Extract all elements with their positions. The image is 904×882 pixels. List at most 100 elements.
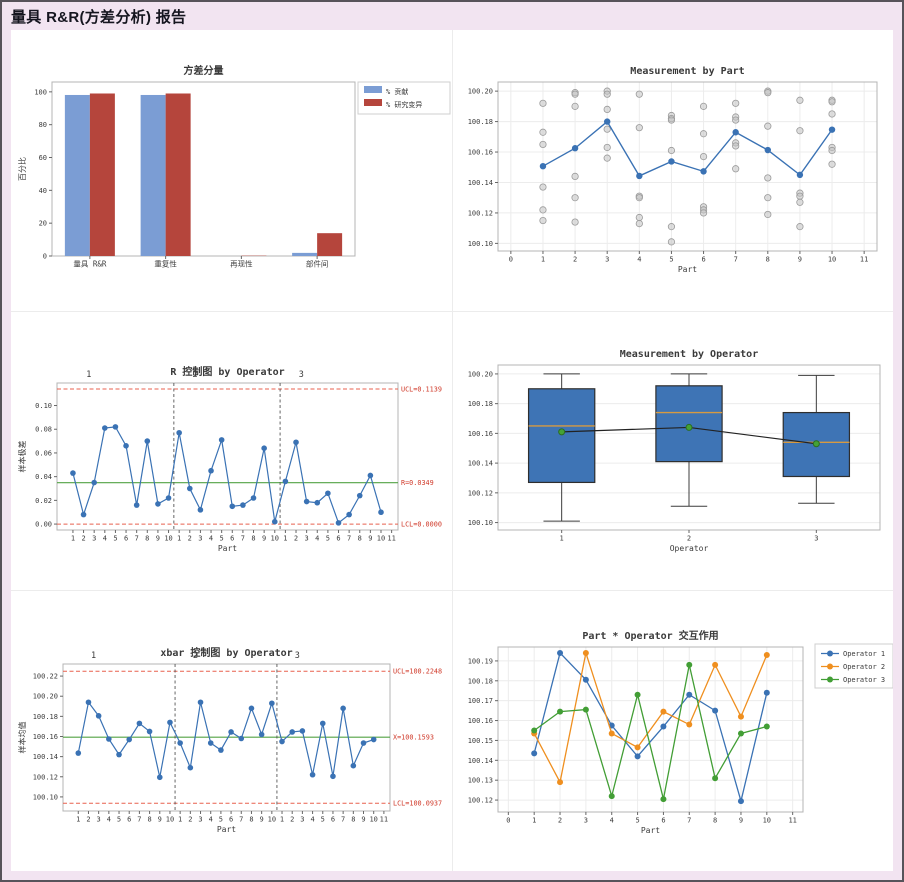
box bbox=[655, 385, 723, 463]
x-tick-label: 4 bbox=[610, 817, 614, 825]
y-tick-label: 100.22 bbox=[33, 673, 58, 681]
x-tick-label: 1 bbox=[76, 816, 80, 824]
control-point bbox=[146, 728, 153, 735]
bar bbox=[317, 233, 343, 256]
control-point bbox=[367, 472, 374, 479]
x-tick-label: 再现性 bbox=[230, 259, 253, 269]
x-tick-label: 3 bbox=[198, 535, 202, 543]
y-tick-label: 100.14 bbox=[468, 179, 493, 187]
y-tick-label: 100.14 bbox=[468, 757, 493, 765]
xbar-control-chart: 100.10 100.12 100.14 100.16 100.18 100.20 100.… bbox=[17, 646, 442, 834]
measurement-point bbox=[828, 110, 836, 118]
panel-xbar-control-chart: 100.10 100.12 100.14 100.16 100.18 100.20 100.… bbox=[11, 591, 452, 871]
y-tick-label: 80 bbox=[39, 121, 47, 129]
chart-title: R 控制图 by Operator bbox=[170, 365, 284, 378]
y-tick-label: 100.16 bbox=[468, 717, 493, 725]
mean-point bbox=[668, 158, 675, 165]
x-tick-label: 7 bbox=[241, 535, 245, 543]
x-tick-label: 3 bbox=[305, 535, 309, 543]
series-point bbox=[634, 753, 641, 760]
x-tick-label: 9 bbox=[798, 256, 802, 264]
y-tick-label: 100 bbox=[34, 88, 47, 96]
operator-group-label: 3 bbox=[299, 370, 304, 380]
series-point bbox=[582, 649, 589, 656]
measurement-point bbox=[571, 90, 579, 98]
series-point bbox=[660, 796, 667, 803]
operator-group-label: 3 bbox=[295, 651, 300, 661]
x-tick-label: 6 bbox=[661, 817, 665, 825]
series-point bbox=[712, 707, 719, 714]
control-point bbox=[165, 495, 172, 501]
control-point bbox=[85, 699, 92, 706]
control-point bbox=[303, 498, 310, 505]
control-point bbox=[228, 729, 234, 735]
x-tick-label: 10 bbox=[164, 535, 172, 543]
x-tick-label: 9 bbox=[262, 535, 266, 543]
y-axis-label: 样本极差 bbox=[17, 441, 27, 473]
x-tick-label: 量具 R&R bbox=[73, 260, 107, 269]
x-tick-label: 7 bbox=[734, 256, 738, 264]
y-tick-label: 100.14 bbox=[33, 753, 58, 761]
control-point bbox=[378, 509, 384, 516]
control-point bbox=[350, 762, 357, 769]
control-point bbox=[208, 467, 214, 474]
x-tick-label: 4 bbox=[107, 816, 111, 824]
chart-title: Measurement by Part bbox=[630, 66, 744, 77]
y-tick-label: 100.20 bbox=[468, 88, 493, 96]
panel-measurement-by-part: 100.10 100.12 100.14 100.16 100.18 100.20 0 1 2 3… bbox=[453, 30, 893, 311]
r-control-chart: 0.000.020.040.060.080.101 2 3 4 5 6 7 8 9 10 1 2 3 4 5… bbox=[17, 365, 442, 553]
series-point bbox=[660, 708, 667, 715]
measurement-point bbox=[667, 146, 676, 155]
control-point bbox=[133, 502, 140, 508]
x-tick-label: 3 bbox=[97, 816, 101, 824]
box bbox=[527, 388, 596, 484]
x-tick-label: 1 bbox=[532, 817, 536, 825]
mean-point bbox=[604, 118, 611, 125]
measurement-point bbox=[539, 99, 547, 107]
control-point bbox=[197, 507, 204, 513]
measurement-point bbox=[732, 99, 740, 107]
series-point bbox=[763, 651, 770, 658]
series-point bbox=[660, 723, 667, 730]
x-tick-label: 7 bbox=[135, 535, 139, 543]
measurement-point bbox=[603, 125, 611, 133]
measurement-point bbox=[764, 194, 772, 202]
series-point bbox=[557, 649, 564, 656]
measurement-point bbox=[764, 210, 772, 219]
x-tick-label: 4 bbox=[209, 535, 213, 543]
x-tick-label: 5 bbox=[219, 816, 223, 824]
report-header: 量具 R&R(方差分析) 报告 bbox=[2, 2, 902, 30]
x-tick-label: 1 bbox=[177, 535, 181, 543]
control-point bbox=[279, 738, 285, 745]
control-point bbox=[330, 773, 336, 780]
x-tick-label: 2 bbox=[290, 816, 294, 824]
y-axis-label: 百分比 bbox=[17, 157, 27, 181]
series-point bbox=[686, 691, 693, 698]
legend-marker bbox=[827, 663, 833, 670]
x-tick-label: 6 bbox=[336, 535, 340, 543]
control-line bbox=[77, 700, 374, 778]
measurement-point bbox=[571, 172, 579, 180]
x-tick-label: 7 bbox=[239, 816, 243, 824]
x-tick-label: 10 bbox=[369, 816, 377, 824]
measurement-point bbox=[571, 218, 579, 226]
plot-border bbox=[497, 646, 804, 813]
y-tick-label: 100.17 bbox=[468, 697, 493, 705]
measurement-point bbox=[764, 122, 772, 130]
measurement-point bbox=[732, 165, 740, 173]
x-tick-label: 1 bbox=[71, 535, 75, 543]
x-tick-label: 1 bbox=[283, 535, 287, 543]
mean-point bbox=[796, 171, 804, 179]
legend-marker bbox=[827, 650, 833, 657]
x-tick-label: 2 bbox=[558, 817, 562, 825]
mean-line bbox=[542, 120, 833, 177]
measurement-point bbox=[828, 146, 836, 155]
control-point bbox=[123, 443, 129, 449]
control-point bbox=[144, 438, 151, 444]
series-point bbox=[634, 691, 641, 698]
measurement-point bbox=[635, 219, 643, 228]
x-axis-label: Part bbox=[678, 265, 697, 274]
control-point bbox=[126, 736, 133, 743]
x-tick-label: 10 bbox=[271, 535, 279, 543]
